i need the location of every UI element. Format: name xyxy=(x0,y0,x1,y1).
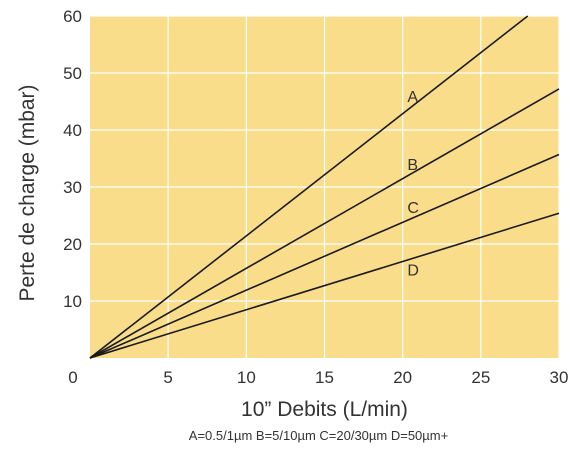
x-axis-label: 10” Debits (L/min) xyxy=(241,398,408,421)
x-tick-label-10: 10 xyxy=(237,368,256,387)
y-tick-label-30: 30 xyxy=(63,178,82,197)
x-tick-label-25: 25 xyxy=(471,368,490,387)
series-label-C: C xyxy=(407,200,419,217)
series-line-B xyxy=(89,88,560,359)
series-line-D xyxy=(89,212,560,359)
series-line-C xyxy=(89,153,560,359)
y-tick-label-40: 40 xyxy=(63,121,82,140)
x-tick-label-5: 5 xyxy=(163,368,172,387)
grid-lines xyxy=(90,15,560,358)
x-tick-label-20: 20 xyxy=(393,368,412,387)
y-tick-label-60: 60 xyxy=(63,7,82,26)
series-label-D: D xyxy=(407,263,419,280)
y-axis-label: Perte de charge (mbar) xyxy=(16,84,39,301)
x-tick-label-30: 30 xyxy=(550,368,569,387)
series-label-B: B xyxy=(407,157,418,174)
series-line-A xyxy=(89,15,529,359)
y-tick-label-20: 20 xyxy=(63,235,82,254)
series-label-A: A xyxy=(407,89,418,106)
x-tick-label-15: 15 xyxy=(315,368,334,387)
series-lines xyxy=(89,15,560,359)
y-tick-label-50: 50 xyxy=(63,64,82,83)
origin-tick-label: 0 xyxy=(68,368,77,387)
tick-labels: 5 10 15 20 25 30 10 20 30 40 50 60 xyxy=(63,7,568,387)
y-tick-label-10: 10 xyxy=(63,292,82,311)
series-labels: A B C D xyxy=(407,89,419,280)
legend-footnote: A=0.5/1µm B=5/10µm C=20/30µm D=50µm+ xyxy=(189,428,448,443)
